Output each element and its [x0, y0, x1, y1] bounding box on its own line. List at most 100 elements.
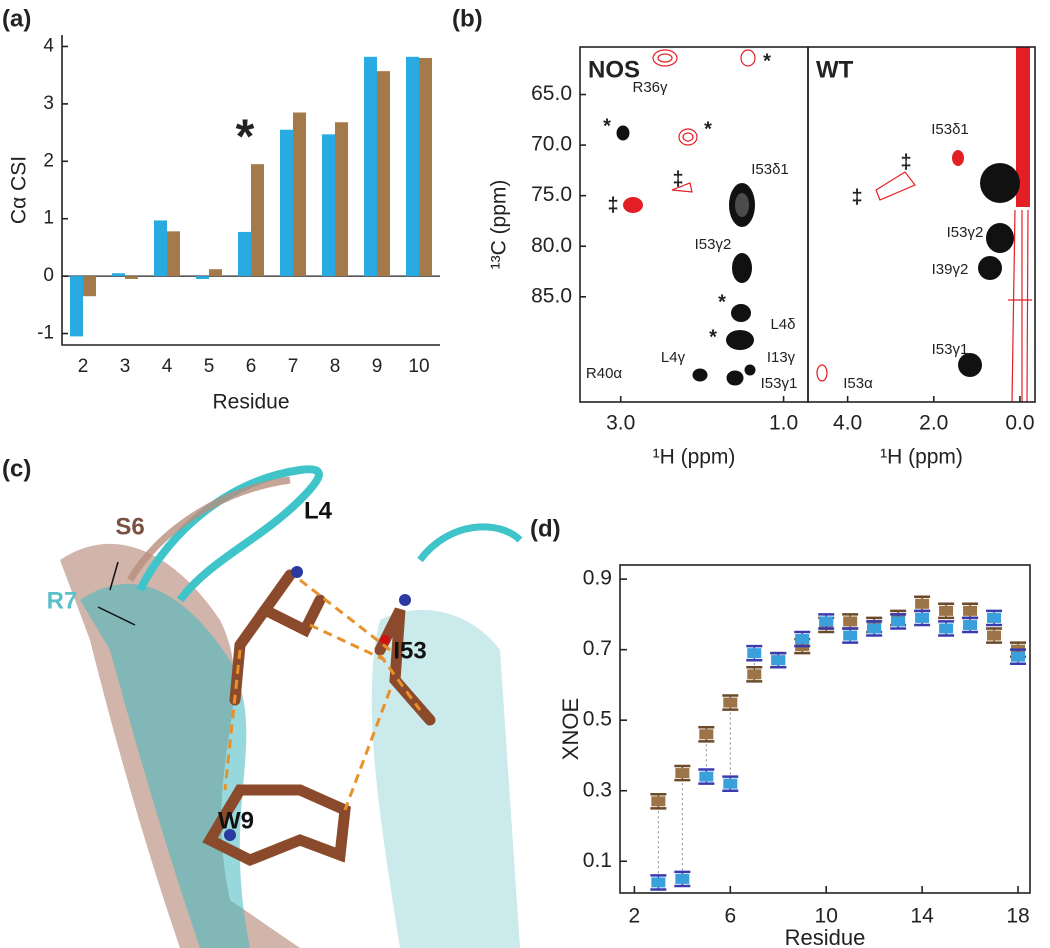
peak-label: I13γ	[767, 349, 796, 366]
y-tick-label: 0	[43, 265, 54, 286]
marker	[987, 630, 1002, 641]
bar	[406, 56, 419, 277]
marker	[747, 648, 762, 659]
x-tick-label: 3.0	[606, 412, 635, 435]
structure-label: S6	[115, 513, 144, 540]
y-tick-label: 65.0	[531, 82, 572, 105]
y-tick-label: 2	[43, 150, 54, 171]
x-tick-label: 0.0	[1005, 412, 1034, 435]
x-tick-label: 1.0	[769, 412, 798, 435]
y-tick-label: 4	[43, 35, 54, 56]
panel-label: (d)	[530, 515, 561, 542]
peak-label: ‡	[607, 194, 618, 216]
y-tick-label: -1	[37, 323, 54, 344]
bar	[377, 71, 390, 277]
x-tick-label: 6	[724, 905, 736, 928]
marker	[819, 616, 834, 627]
x-tick-label: 6	[246, 356, 257, 377]
y-axis-label: XNOE	[558, 698, 583, 760]
peak-label: *	[718, 291, 726, 313]
structure-label: I53	[393, 637, 426, 664]
peak-label: R40α	[586, 365, 623, 382]
annotation: *	[236, 111, 255, 164]
bar	[70, 276, 83, 337]
x-axis-label: Residue	[785, 925, 866, 948]
bar	[322, 134, 335, 277]
marker	[675, 768, 690, 779]
bar	[251, 164, 264, 277]
panel-title: WT	[816, 56, 854, 83]
peak-label: R36γ	[632, 79, 668, 96]
marker	[699, 729, 714, 740]
peak-label: *	[763, 50, 771, 72]
marker	[747, 669, 762, 680]
marker	[843, 616, 858, 627]
marker	[723, 697, 738, 708]
marker	[771, 655, 786, 666]
peak-label: I53γ2	[695, 236, 732, 253]
bar	[112, 273, 125, 277]
peak-label: I53γ2	[947, 224, 984, 241]
y-tick-label: 0.7	[583, 637, 612, 660]
bar	[83, 276, 96, 297]
peak-label: ‡	[672, 168, 683, 190]
peak-label: I39γ2	[932, 261, 969, 278]
y-axis-label: ¹³C (ppm)	[488, 180, 511, 270]
peak-label: L4γ	[661, 349, 686, 366]
peak-label: I53δ1	[751, 161, 789, 178]
marker	[1011, 651, 1026, 662]
marker	[891, 616, 906, 627]
bar	[167, 231, 180, 277]
y-tick-label: 70.0	[531, 133, 572, 156]
bar	[238, 231, 251, 277]
peak-label: *	[709, 326, 717, 348]
y-tick-label: 0.3	[583, 778, 612, 801]
marker	[795, 634, 810, 645]
peak-label: I53α	[843, 375, 873, 392]
bar	[209, 269, 222, 277]
marker	[675, 873, 690, 884]
marker	[963, 619, 978, 630]
x-tick-label: 3	[120, 356, 131, 377]
y-axis-label: Cα CSI	[8, 156, 31, 224]
spectrum-peaks	[616, 47, 1032, 403]
x-tick-label: 10	[815, 905, 838, 928]
bar	[125, 276, 138, 279]
x-tick-label: 2	[629, 905, 641, 928]
marker	[987, 612, 1002, 623]
x-tick-label: 5	[204, 356, 215, 377]
structure-label: L4	[304, 497, 333, 524]
marker	[915, 598, 930, 609]
marker	[699, 771, 714, 782]
peak-label: I53γ1	[761, 375, 798, 392]
bar	[364, 56, 377, 277]
marker	[915, 612, 930, 623]
plot-frame	[807, 46, 1036, 403]
x-tick-label: 2	[78, 356, 89, 377]
marker	[867, 623, 882, 634]
plot-frame	[619, 564, 1031, 894]
peak-label: ‡	[900, 151, 911, 173]
marker	[939, 605, 954, 616]
panel-label: (a)	[2, 5, 31, 32]
bar	[335, 122, 348, 277]
axis	[61, 35, 440, 346]
y-tick-label: 1	[43, 208, 54, 229]
x-axis-label: ¹H (ppm)	[653, 446, 736, 469]
marker	[651, 796, 666, 807]
x-tick-label: 8	[330, 356, 341, 377]
bar	[196, 276, 209, 279]
marker	[939, 623, 954, 634]
x-tick-label: 18	[1006, 905, 1029, 928]
marker	[963, 605, 978, 616]
x-tick-label: 7	[288, 356, 299, 377]
peak-label: ‡	[851, 186, 862, 208]
peak-label: *	[603, 115, 611, 137]
peak-label: *	[704, 118, 712, 140]
peak-label: I53δ1	[931, 121, 969, 138]
x-axis-label: Residue	[212, 391, 289, 414]
structure-label: R7	[47, 587, 78, 614]
y-tick-label: 75.0	[531, 183, 572, 206]
y-tick-label: 0.1	[583, 849, 612, 872]
